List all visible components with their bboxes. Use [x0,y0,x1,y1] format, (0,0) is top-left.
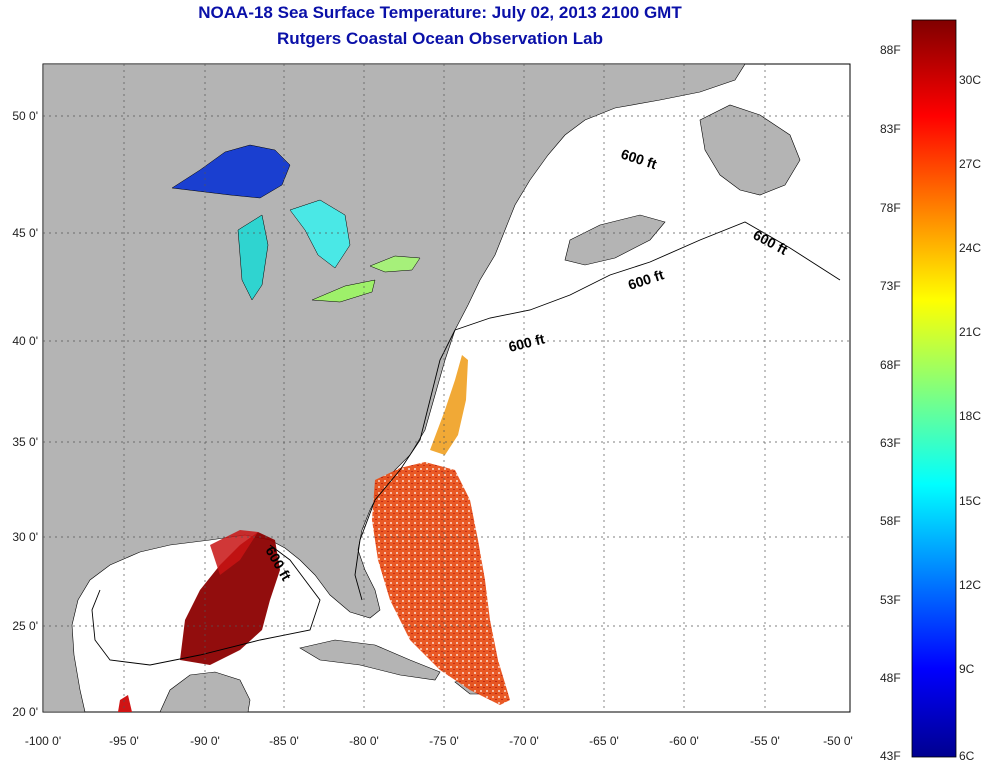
colorbar-c-label: 24C [959,241,981,255]
colorbar-c-label: 6C [959,749,975,763]
x-tick-label: -75 0' [429,734,459,748]
colorbar-f-label: 63F [880,436,901,450]
x-tick-label: -70 0' [509,734,539,748]
y-axis-ticks: 50 0' 45 0' 40 0' 35 0' 30 0' 25 0' 20 0… [12,109,38,719]
y-tick-label: 45 0' [12,226,38,240]
map-subtitle: Rutgers Coastal Ocean Observation Lab [277,29,603,48]
colorbar-c-label: 18C [959,409,981,423]
grid-lines [43,64,850,712]
colorbar-f-label: 68F [880,358,901,372]
x-tick-label: -85 0' [269,734,299,748]
lake-huron-sst [289,199,351,269]
colorbar: 88F 83F 78F 73F 68F 63F 58F 53F 48F 43F … [880,19,981,763]
land-cuba [299,639,441,681]
y-tick-label: 40 0' [12,334,38,348]
colorbar-f-label: 53F [880,593,901,607]
colorbar-c-label: 12C [959,578,981,592]
atlantic-sst-nearshore [430,355,468,455]
y-tick-label: 30 0' [12,530,38,544]
colorbar-f-label: 78F [880,201,901,215]
map-area: 600 ft 600 ft 600 ft 600 ft 600 ft [42,63,851,713]
atlantic-sst-warm [372,462,510,705]
lake-ontario-sst [369,255,421,273]
x-tick-label: -80 0' [349,734,379,748]
x-tick-label: -100 0' [25,734,61,748]
colorbar-f-label: 88F [880,43,901,57]
x-axis-ticks: -100 0' -95 0' -90 0' -85 0' -80 0' -75 … [25,734,853,748]
colorbar-f-label: 43F [880,749,901,763]
colorbar-c-label: 9C [959,662,975,676]
y-tick-label: 20 0' [12,705,38,719]
lake-michigan-sst [237,214,269,301]
map-title: NOAA-18 Sea Surface Temperature: July 02… [198,3,682,22]
colorbar-f-label: 58F [880,514,901,528]
x-tick-label: -55 0' [750,734,780,748]
colorbar-c-label: 15C [959,494,981,508]
y-tick-label: 50 0' [12,109,38,123]
x-tick-label: -50 0' [823,734,853,748]
y-tick-label: 35 0' [12,435,38,449]
y-tick-label: 25 0' [12,619,38,633]
gulf-sst-hot [180,532,280,665]
colorbar-gradient [911,19,957,758]
land-nova-scotia [564,214,666,266]
lake-superior-sst [171,144,291,199]
x-tick-label: -60 0' [669,734,699,748]
lake-erie-sst [311,279,376,303]
colorbar-f-label: 48F [880,671,901,685]
colorbar-f-label: 73F [880,279,901,293]
x-tick-label: -90 0' [190,734,220,748]
x-tick-label: -95 0' [109,734,139,748]
gulf-sst-warm-south [118,695,132,712]
gulf-sst-warm [210,530,258,575]
depth-contour-600ft [91,221,841,666]
land-newfoundland [699,104,801,196]
colorbar-c-label: 27C [959,157,981,171]
colorbar-f-label: 83F [880,122,901,136]
x-tick-label: -65 0' [589,734,619,748]
colorbar-c-label: 21C [959,325,981,339]
land-yucatan [159,671,251,713]
colorbar-c-label: 30C [959,73,981,87]
